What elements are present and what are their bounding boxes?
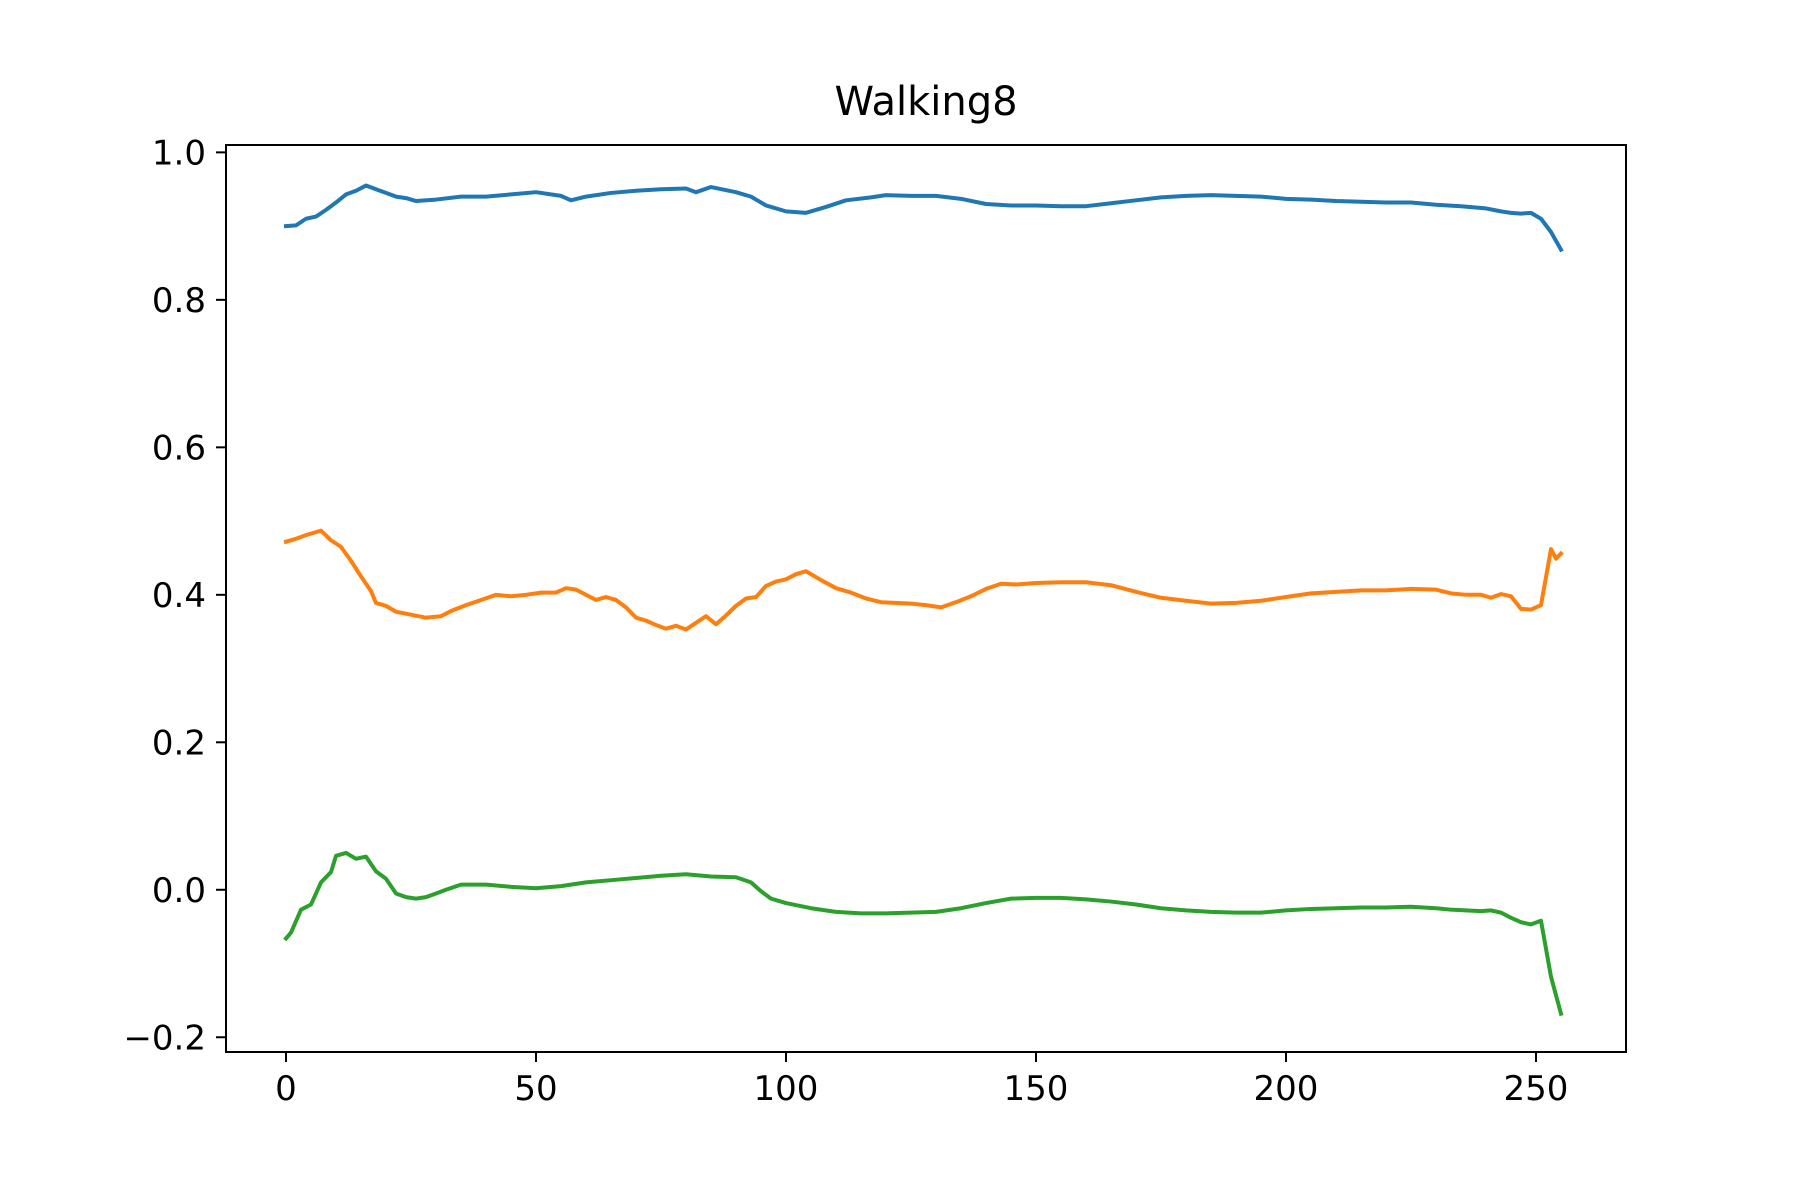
series-line-2: [283, 528, 1564, 632]
y-tick-label: 0.6: [152, 428, 206, 468]
x-tick-label: 200: [1254, 1069, 1319, 1109]
y-tick-label: 0.2: [152, 723, 206, 763]
y-tick-label: 0.8: [152, 281, 206, 321]
x-axis: 0 50 100 150 200 250: [275, 1052, 1568, 1109]
y-axis: −0.2 0.0 0.2 0.4 0.6 0.8 1.0: [123, 133, 226, 1058]
chart-title: Walking8: [834, 79, 1017, 125]
x-tick-label: 100: [754, 1069, 819, 1109]
y-tick-label: 0.0: [152, 871, 206, 911]
plot-frame: [225, 144, 1627, 1053]
series-line-1: [283, 183, 1564, 253]
x-tick-label: 50: [514, 1069, 557, 1109]
y-tick-label: 0.4: [152, 576, 206, 616]
x-tick-label: 0: [275, 1069, 297, 1109]
series-line-3: [283, 850, 1564, 1017]
x-tick-label: 250: [1504, 1069, 1569, 1109]
y-tick-label: 1.0: [152, 133, 206, 173]
x-tick-label: 150: [1004, 1069, 1069, 1109]
y-tick-label: −0.2: [123, 1018, 206, 1058]
series-layer: [283, 183, 1564, 1017]
